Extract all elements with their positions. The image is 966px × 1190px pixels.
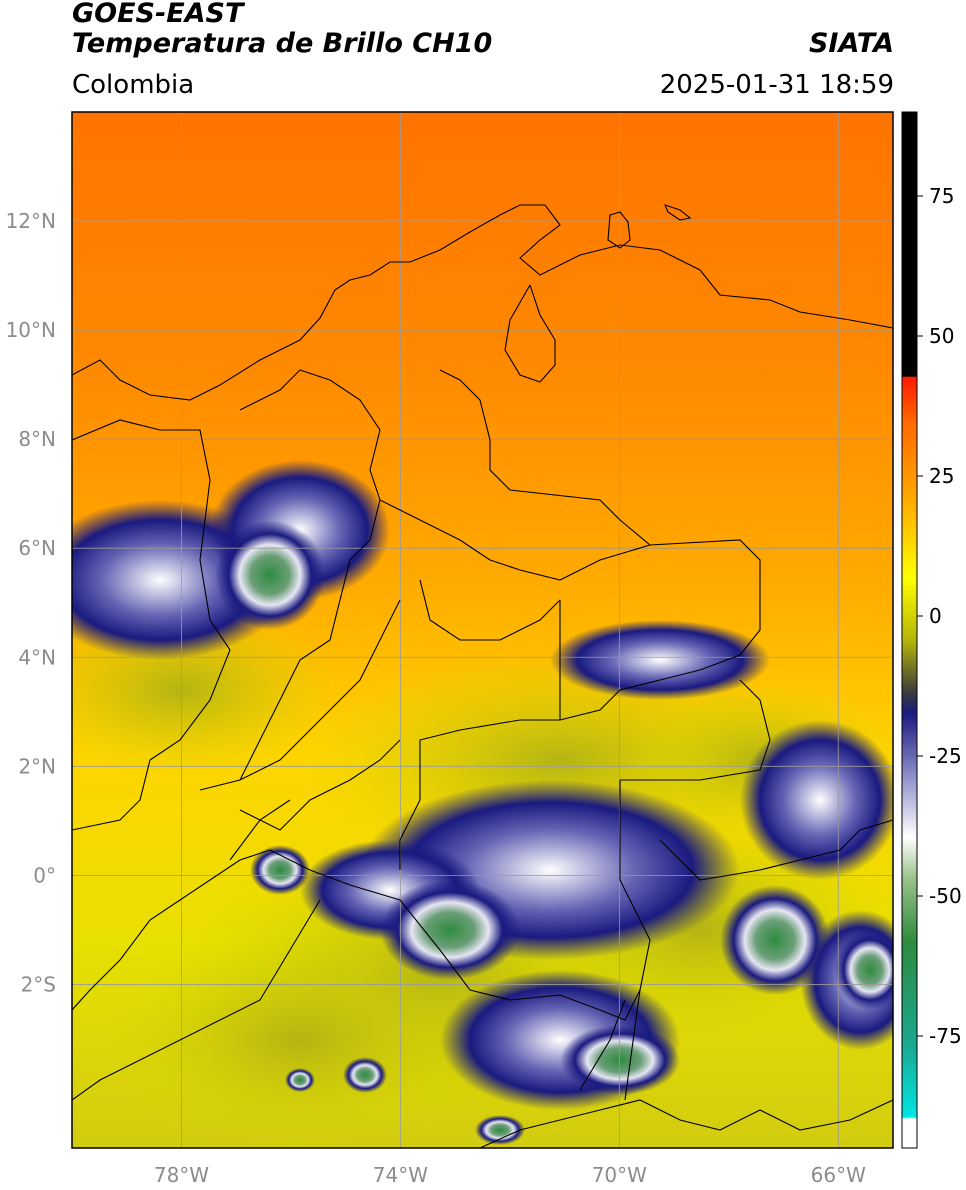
border-line bbox=[620, 679, 771, 781]
lon-tick-label: 70°W bbox=[592, 1163, 647, 1187]
border-line bbox=[619, 780, 651, 1101]
lat-tick-label: 4°N bbox=[18, 645, 56, 669]
border-line bbox=[399, 369, 761, 870]
border-line bbox=[659, 819, 893, 881]
colorbar-tick-label: -75 bbox=[929, 1024, 962, 1048]
product-title: Temperatura de Brillo CH10 bbox=[72, 28, 493, 59]
colorbar-tick-label: 0 bbox=[929, 604, 942, 628]
colorbar-tick-label: 75 bbox=[929, 184, 954, 208]
region-label: Colombia bbox=[72, 70, 195, 100]
border-line bbox=[72, 899, 321, 1101]
colorbar bbox=[901, 111, 918, 1149]
border-line bbox=[72, 419, 231, 831]
convective-cloud bbox=[550, 620, 770, 700]
border-line bbox=[239, 369, 381, 781]
satellite-title: GOES-EAST bbox=[72, 0, 244, 29]
cold-cloud-top bbox=[250, 845, 310, 895]
border-line bbox=[72, 204, 893, 401]
colorbar-tick-label: -25 bbox=[929, 744, 962, 768]
border-line bbox=[504, 284, 556, 383]
cold-cloud-top bbox=[215, 520, 325, 630]
lat-tick-label: 12°N bbox=[6, 209, 56, 233]
cold-cloud-top bbox=[475, 1115, 525, 1145]
colorbar-tick-label: 50 bbox=[929, 324, 954, 348]
colorbar-tick-label: 25 bbox=[929, 464, 954, 488]
cold-cloud-top bbox=[343, 1057, 387, 1093]
map-frame bbox=[71, 111, 894, 1149]
cold-cloud-top bbox=[835, 930, 893, 1010]
lat-tick-label: 2°N bbox=[18, 754, 56, 778]
border-line bbox=[479, 1099, 893, 1148]
lon-tick-label: 78°W bbox=[154, 1163, 209, 1187]
datetime-label: 2025-01-31 18:59 bbox=[659, 70, 894, 100]
border-line bbox=[239, 739, 401, 831]
border-line bbox=[419, 579, 561, 641]
lat-tick-label: 0° bbox=[33, 863, 56, 887]
border-line bbox=[199, 599, 401, 791]
island-outline bbox=[607, 211, 631, 249]
lat-tick-label: 8°N bbox=[18, 427, 56, 451]
colorbar-tick-label: -50 bbox=[929, 884, 962, 908]
organization-label: SIATA bbox=[808, 28, 894, 59]
lat-tick-label: 10°N bbox=[6, 318, 56, 342]
border-line bbox=[579, 999, 626, 1091]
island-outline bbox=[664, 204, 692, 221]
cold-cloud-top bbox=[720, 885, 830, 995]
lon-tick-label: 74°W bbox=[373, 1163, 428, 1187]
border-line bbox=[229, 799, 291, 861]
cold-cloud-top bbox=[285, 1068, 315, 1092]
border-line bbox=[379, 499, 651, 581]
lat-tick-label: 6°N bbox=[18, 536, 56, 560]
border-line bbox=[72, 849, 641, 1021]
lat-tick-label: 2°S bbox=[21, 972, 56, 996]
cold-cloud-top bbox=[560, 1025, 680, 1095]
convective-cloud bbox=[740, 720, 893, 880]
lon-tick-label: 66°W bbox=[811, 1163, 866, 1187]
cold-cloud-top bbox=[380, 880, 520, 980]
